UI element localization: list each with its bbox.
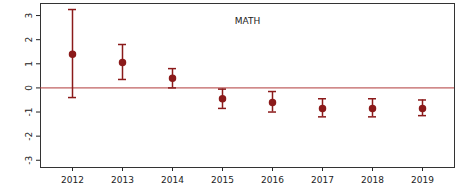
svg-text:-1: -1 <box>24 108 34 117</box>
svg-text:MATH: MATH <box>235 16 261 26</box>
svg-text:2013: 2013 <box>111 175 134 185</box>
svg-text:3: 3 <box>24 13 34 19</box>
svg-text:2: 2 <box>24 37 34 43</box>
svg-text:2019: 2019 <box>411 175 434 185</box>
svg-text:-3: -3 <box>24 156 34 165</box>
svg-text:-2: -2 <box>24 132 34 141</box>
svg-text:2015: 2015 <box>211 175 234 185</box>
svg-text:2017: 2017 <box>311 175 334 185</box>
svg-text:2012: 2012 <box>61 175 84 185</box>
svg-text:2014: 2014 <box>161 175 184 185</box>
svg-text:2018: 2018 <box>361 175 384 185</box>
svg-text:1: 1 <box>24 61 34 67</box>
svg-text:0: 0 <box>24 85 34 91</box>
svg-text:2016: 2016 <box>261 175 284 185</box>
